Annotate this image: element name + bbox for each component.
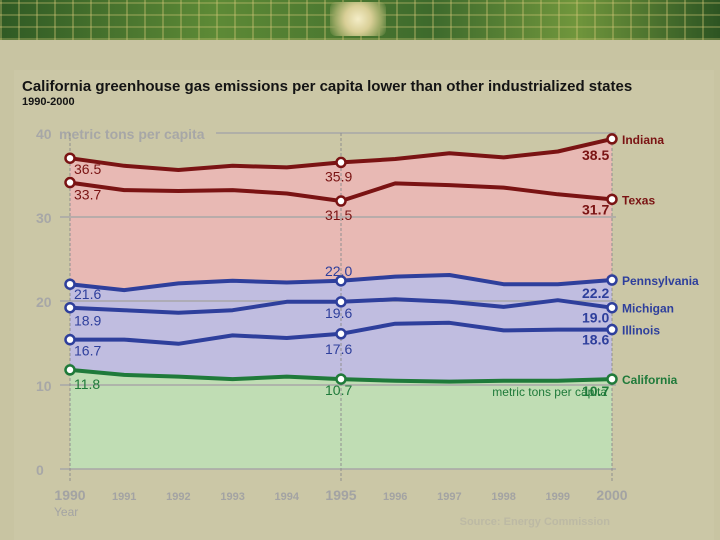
data-label-california-1990: 11.8 <box>74 376 100 392</box>
x-tick-label: 1996 <box>383 491 407 503</box>
x-tick-label: 1997 <box>437 491 461 503</box>
x-axis-label: Year <box>54 505 78 519</box>
y-tick-label: 0 <box>36 462 44 478</box>
point-pennsylvania-1995 <box>335 275 347 287</box>
y-tick-label: 40 <box>36 126 52 142</box>
point-michigan-1995 <box>335 296 347 308</box>
legend-label-illinois: Illinois <box>622 324 660 338</box>
point-illinois-1995 <box>335 328 347 340</box>
point-michigan-2000 <box>606 301 618 314</box>
data-label-pennsylvania-2000: 22.2 <box>582 285 609 301</box>
data-label-indiana-1995: 35.9 <box>325 168 352 184</box>
data-label-indiana-1990: 36.5 <box>74 161 101 177</box>
data-label-california-1995: 10.7 <box>325 382 352 398</box>
data-label-michigan-1995: 19.6 <box>325 305 352 321</box>
data-label-illinois-2000: 18.6 <box>582 332 609 348</box>
data-label-michigan-2000: 19.0 <box>582 310 609 326</box>
y-tick-label: 10 <box>36 378 52 394</box>
y-tick-label: 30 <box>36 210 52 226</box>
legend-label-pennsylvania: Pennsylvania <box>622 274 699 288</box>
circuit-board-banner <box>0 0 720 40</box>
point-illinois-1990 <box>64 333 76 346</box>
source-note: Source: Energy Commission <box>460 516 611 528</box>
point-california-1995 <box>335 373 347 385</box>
legend-label-indiana: Indiana <box>622 133 664 147</box>
point-california-1990 <box>64 364 76 376</box>
x-tick-label: 1990 <box>54 487 85 503</box>
data-label-pennsylvania-1990: 21.6 <box>74 286 101 302</box>
data-label-pennsylvania-1995: 22.0 <box>325 263 352 279</box>
point-texas-2000 <box>606 193 618 206</box>
x-tick-label: 1994 <box>275 491 300 503</box>
data-label-texas-1990: 33.7 <box>74 187 101 203</box>
point-indiana-1995 <box>335 156 347 169</box>
data-label-california-2000: 10.7 <box>582 383 609 399</box>
x-tick-label: 2000 <box>596 487 627 503</box>
x-tick-label: 1992 <box>166 491 190 503</box>
data-label-texas-1995: 31.5 <box>325 207 352 223</box>
legend-label-california: California <box>622 373 678 387</box>
point-pennsylvania-2000 <box>606 274 618 286</box>
point-indiana-2000 <box>606 133 618 145</box>
chart-subtitle: 1990-2000 <box>22 96 75 108</box>
california-unit-note: metric tons per capita <box>492 385 607 399</box>
point-indiana-1990 <box>64 152 76 164</box>
point-texas-1990 <box>64 176 76 189</box>
point-california-2000 <box>606 373 618 385</box>
y-tick-label: 20 <box>36 294 52 310</box>
y-axis-unit-label: metric tons per capita <box>59 126 205 142</box>
chip-glow-icon <box>330 2 386 36</box>
chart-title: California greenhouse gas emissions per … <box>22 78 633 95</box>
point-pennsylvania-1990 <box>64 278 76 290</box>
data-label-illinois-1995: 17.6 <box>325 341 352 357</box>
x-tick-label: 1998 <box>491 491 515 503</box>
data-label-michigan-1990: 18.9 <box>74 313 101 329</box>
point-michigan-1990 <box>64 301 76 314</box>
point-illinois-2000 <box>606 323 618 336</box>
legend-label-texas: Texas <box>622 193 655 207</box>
legend-label-michigan: Michigan <box>622 302 674 316</box>
x-tick-label: 1991 <box>112 491 136 503</box>
data-label-illinois-1990: 16.7 <box>74 343 101 359</box>
x-tick-label: 1993 <box>220 491 244 503</box>
data-label-indiana-2000: 38.5 <box>582 147 609 163</box>
x-tick-label: 1999 <box>546 491 570 503</box>
x-tick-label: 1995 <box>325 487 356 503</box>
data-label-texas-2000: 31.7 <box>582 201 609 217</box>
point-texas-1995 <box>335 195 347 207</box>
